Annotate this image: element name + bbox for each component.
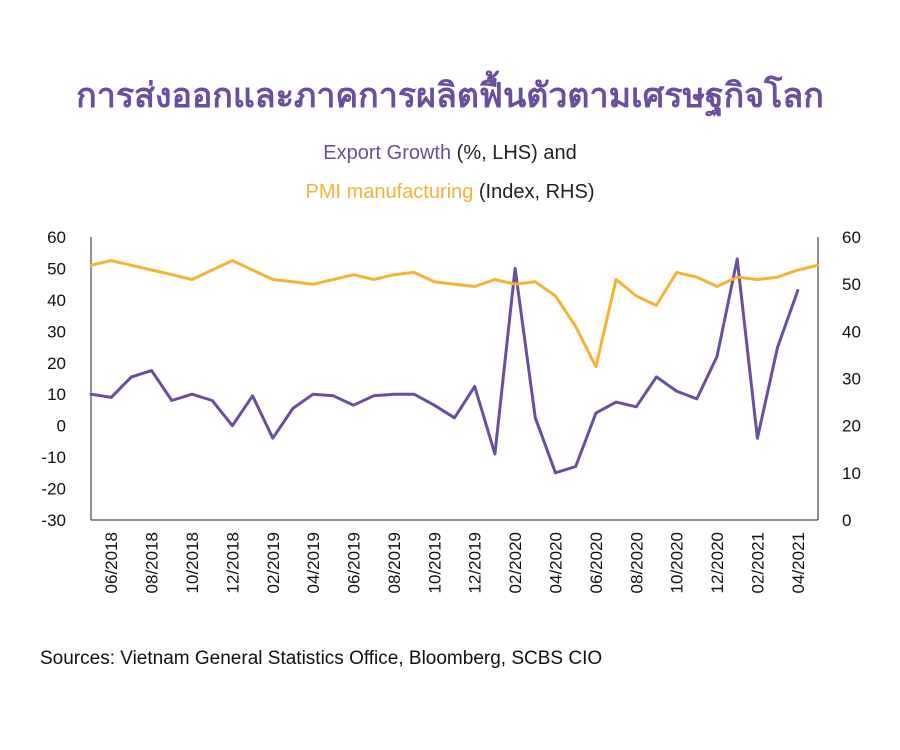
x-tick-label: 10/2019 — [425, 532, 444, 593]
x-tick-label: 02/2020 — [506, 532, 525, 593]
x-tick-label: 10/2020 — [668, 532, 687, 593]
x-tick-label: 12/2018 — [223, 532, 242, 593]
legend-export-growth: Export Growth — [323, 142, 452, 164]
y-right-tick-label: 30 — [842, 370, 861, 389]
y-left-tick-label: 40 — [47, 291, 66, 310]
legend-pmi: PMI manufacturing — [305, 181, 474, 203]
y-right-tick-label: 10 — [842, 464, 861, 483]
x-tick-label: 06/2020 — [587, 532, 606, 593]
y-right-tick-label: 60 — [842, 228, 861, 247]
y-left-tick-label: 0 — [57, 417, 66, 436]
x-tick-label: 08/2018 — [143, 532, 162, 593]
y-left-tick-label: 50 — [47, 259, 66, 278]
x-tick-label: 02/2019 — [264, 532, 283, 593]
chart-subtitle-pmi: PMI manufacturing (Index, RHS) — [0, 181, 900, 204]
x-tick-label: 06/2018 — [102, 532, 121, 593]
y-right-tick-label: 0 — [842, 511, 851, 530]
y-right-tick-label: 50 — [842, 275, 861, 294]
x-tick-label: 12/2019 — [466, 532, 485, 593]
x-tick-label: 02/2021 — [748, 532, 767, 593]
chart-source-note: Sources: Vietnam General Statistics Offi… — [40, 648, 603, 669]
y-left-tick-label: 60 — [47, 228, 66, 247]
y-right-tick-label: 40 — [842, 322, 861, 341]
series-line-pmi — [89, 259, 820, 369]
y-left-tick-label: -20 — [41, 480, 66, 499]
y-right-tick-label: 20 — [842, 417, 861, 436]
y-left-tick-label: 20 — [47, 354, 66, 373]
series-line-export-growth — [89, 257, 800, 475]
chart-subtitle-export: Export Growth (%, LHS) and — [0, 142, 900, 165]
y-left-tick-label: 30 — [47, 322, 66, 341]
y-left-tick-label: 10 — [47, 385, 66, 404]
x-tick-label: 12/2020 — [708, 532, 727, 593]
legend-export-units: (%, LHS) and — [451, 142, 577, 164]
x-tick-label: 04/2019 — [304, 532, 323, 593]
chart-title: การส่งออกและภาคการผลิตฟื้นตัวตามเศรษฐกิจ… — [76, 76, 824, 116]
y-left-tick-label: -10 — [41, 448, 66, 467]
x-tick-label: 10/2018 — [183, 532, 202, 593]
x-tick-label: 04/2020 — [546, 532, 565, 593]
y-left-tick-label: -30 — [41, 511, 66, 530]
x-tick-label: 08/2020 — [627, 532, 646, 593]
legend-pmi-units: (Index, RHS) — [473, 181, 595, 203]
x-tick-label: 04/2021 — [789, 532, 808, 593]
x-tick-label: 06/2019 — [345, 532, 364, 593]
x-tick-label: 08/2019 — [385, 532, 404, 593]
